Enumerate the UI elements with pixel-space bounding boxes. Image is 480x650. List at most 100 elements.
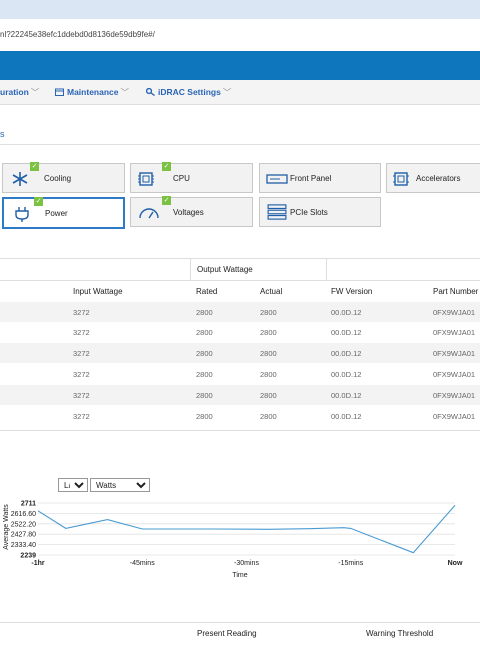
cell-part-number: 0FX9WJA01: [433, 391, 476, 400]
cell-fw-version: 00.0D.12: [331, 391, 362, 400]
nav-item-idrac-settings[interactable]: iDRAC Settings ﹀: [145, 86, 232, 98]
nav-item-maintenance[interactable]: Maintenance ﹀: [55, 86, 129, 98]
cell-rated: 2800: [196, 308, 213, 317]
column-header[interactable]: Rated: [196, 287, 218, 296]
column-header[interactable]: Part Number: [433, 287, 479, 296]
cell-input-wattage: 3272: [73, 349, 90, 358]
unit-select[interactable]: Watts: [90, 478, 150, 492]
psu-table-header: Input Wattage Rated Actual FW Version Pa…: [0, 281, 480, 302]
cell-actual: 2800: [260, 370, 277, 379]
chevron-down-icon: ﹀: [30, 87, 40, 97]
header-banner: [0, 51, 480, 80]
column-header[interactable]: Input Wattage: [73, 287, 123, 296]
x-tick-label: -30mins: [234, 560, 259, 567]
psu-group-header-cell: Output Wattage: [190, 258, 327, 280]
cell-input-wattage: 3272: [73, 328, 90, 337]
cell-actual: 2800: [260, 391, 277, 400]
tile-cpu[interactable]: ✓ CPU: [130, 162, 253, 193]
cell-input-wattage: 3272: [73, 370, 90, 379]
cell-fw-version: 00.0D.12: [331, 349, 362, 358]
tile-label: PCIe Slots: [290, 208, 328, 217]
cell-input-wattage: 3272: [73, 308, 90, 317]
y-tick-label: 2239: [20, 553, 36, 560]
cell-rated: 2800: [196, 391, 213, 400]
tile-accelerators[interactable]: Accelerators: [386, 163, 480, 193]
table-row: 3272 2800 2800 00.0D.12 0FX9WJA01: [0, 406, 480, 426]
x-tick-label: Now: [448, 560, 463, 567]
table-row: 3272 2800 2800 00.0D.12 0FX9WJA01: [0, 364, 480, 384]
cell-rated: 2800: [196, 370, 213, 379]
nav-item-label: uration: [0, 87, 29, 97]
cell-fw-version: 00.0D.12: [331, 370, 362, 379]
chevron-down-icon: ﹀: [120, 87, 130, 97]
cell-actual: 2800: [260, 308, 277, 317]
browser-tab-strip: [0, 0, 480, 19]
cell-actual: 2800: [260, 349, 277, 358]
psu-group-header: Output Wattage: [197, 265, 253, 274]
accelerator-icon: [393, 172, 409, 186]
divider: [0, 280, 480, 281]
tile-pcie-slots[interactable]: PCIe Slots: [259, 197, 381, 227]
cell-rated: 2800: [196, 349, 213, 358]
divider: [0, 258, 480, 259]
gear-key-icon: [145, 87, 155, 97]
x-axis-label: Time: [232, 572, 247, 579]
nav-item-label: Maintenance: [67, 87, 119, 97]
tile-label: Voltages: [173, 208, 204, 217]
status-ok-icon: ✓: [162, 162, 171, 171]
status-ok-icon: ✓: [162, 196, 171, 205]
column-header[interactable]: FW Version: [331, 287, 373, 296]
cpu-icon: [138, 172, 154, 186]
cell-part-number: 0FX9WJA01: [433, 412, 476, 421]
address-bar[interactable]: nl?22245e38efc1ddebd0d8136de59db9fe#/: [0, 30, 155, 39]
y-tick-label: 2616.60: [11, 511, 36, 518]
x-tick-label: -1hr: [31, 560, 45, 567]
cell-actual: 2800: [260, 328, 277, 337]
tile-power[interactable]: ✓ Power: [2, 197, 125, 229]
cell-fw-version: 00.0D.12: [331, 328, 362, 337]
time-range-select[interactable]: Last Hour: [58, 478, 88, 492]
y-tick-label: 2711: [21, 501, 36, 508]
y-tick-label: 2333.40: [11, 542, 36, 549]
tile-voltages[interactable]: ✓ Voltages: [130, 196, 253, 227]
y-tick-label: 2522.20: [11, 521, 36, 528]
column-header[interactable]: Present Reading: [197, 629, 257, 638]
main-nav: uration ﹀ Maintenance ﹀ iDRAC Settings ﹀: [0, 80, 480, 105]
cell-input-wattage: 3272: [73, 391, 90, 400]
nav-item-label: iDRAC Settings: [158, 87, 221, 97]
calendar-icon: [55, 88, 64, 96]
pcie-icon: [267, 204, 287, 220]
status-ok-icon: ✓: [34, 197, 43, 206]
tile-front-panel[interactable]: Front Panel: [259, 163, 381, 193]
nav-item-configuration[interactable]: uration ﹀: [0, 86, 39, 98]
y-tick-label: 2427.80: [11, 532, 36, 539]
x-tick-label: -15mins: [338, 560, 363, 567]
table-row: 3272 2800 2800 00.0D.12 0FX9WJA01: [0, 302, 480, 322]
gauge-icon: [139, 208, 159, 219]
divider: [0, 144, 480, 145]
column-header[interactable]: Warning Threshold: [366, 629, 434, 638]
tile-cooling[interactable]: ✓ Cooling: [2, 162, 125, 193]
power-plug-icon: [15, 207, 29, 222]
x-tick-label: -45mins: [130, 560, 155, 567]
tile-label: Front Panel: [290, 174, 332, 183]
divider: [0, 430, 480, 431]
cell-fw-version: 00.0D.12: [331, 308, 362, 317]
cell-rated: 2800: [196, 328, 213, 337]
power-history-chart: 2711 2616.60 2522.20 2427.80 2333.40 2239 -1h…: [3, 501, 463, 580]
series-line: [37, 504, 456, 554]
table-row: 3272 2800 2800 00.0D.12 0FX9WJA01: [0, 343, 480, 363]
cell-part-number: 0FX9WJA01: [433, 349, 476, 358]
chevron-down-icon: ﹀: [222, 87, 232, 97]
status-ok-icon: ✓: [30, 162, 39, 171]
snowflake-icon: [12, 172, 28, 186]
page-title: s: [0, 129, 5, 139]
column-header[interactable]: Actual: [260, 287, 283, 296]
cell-actual: 2800: [260, 412, 277, 421]
cell-part-number: 0FX9WJA01: [433, 370, 476, 379]
table-row: 3272 2800 2800 00.0D.12 0FX9WJA01: [0, 385, 480, 405]
tile-label: Power: [45, 209, 68, 218]
divider: [0, 622, 480, 623]
cell-part-number: 0FX9WJA01: [433, 328, 476, 337]
cell-rated: 2800: [196, 412, 213, 421]
